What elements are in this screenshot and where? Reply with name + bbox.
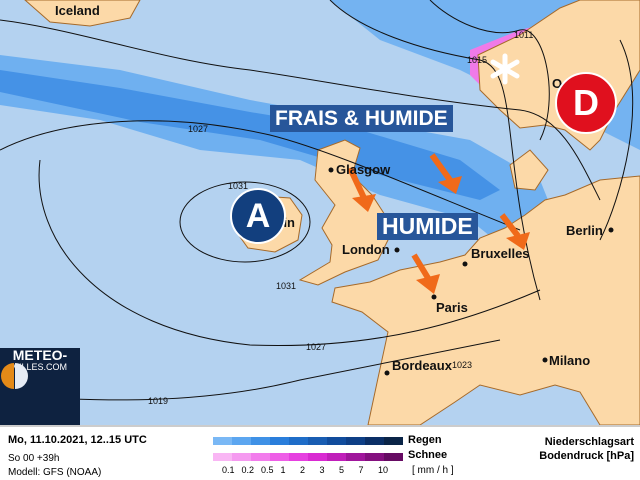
label-oslo: O [552, 76, 563, 91]
scale-tick: 2 [300, 465, 306, 475]
rain-label: Regen [408, 434, 442, 446]
color-swatch [213, 437, 232, 445]
weather-map: Iceland Glasgow Dublin London Bruxelles … [0, 0, 640, 425]
city-dots [328, 167, 614, 376]
forecast-date: Mo, 11.10.2021, 12..15 UTC [8, 434, 147, 446]
map-layer [0, 0, 640, 425]
label-berlin: Berlin [566, 223, 603, 238]
label-paris: Paris [436, 300, 468, 315]
scale-tick: 0.5 [261, 465, 274, 475]
isobar-label: 1011 [514, 30, 534, 40]
color-swatch [232, 437, 251, 445]
forecast-run: So 00 +39h [8, 453, 60, 464]
color-swatch [327, 453, 346, 461]
color-swatch [308, 453, 327, 461]
low-pressure-marker: D [555, 72, 617, 134]
legend: Mo, 11.10.2021, 12..15 UTC So 00 +39h Mo… [0, 425, 640, 480]
isobar-label: 1027 [188, 124, 209, 134]
forecast-model: Modell: GFS (NOAA) [8, 467, 102, 478]
logo-icon [1, 363, 28, 389]
label-london: London [342, 242, 390, 257]
color-swatch [251, 453, 270, 461]
logo[interactable]: METEO- VILLES.COM [0, 348, 80, 425]
color-swatch [251, 437, 270, 445]
snow-label: Schnee [408, 449, 448, 461]
isobar-label: 1031 [228, 181, 249, 191]
color-swatch [365, 453, 384, 461]
land-iceland [24, 0, 141, 27]
logo-subtext: VILLES.COM [12, 362, 68, 372]
color-swatch [365, 437, 384, 445]
color-swatch [327, 437, 346, 445]
label-bordeaux: Bordeaux [392, 358, 452, 373]
scale-tick: 5 [339, 465, 345, 475]
isobar-label: 1023 [452, 360, 473, 370]
isobars [0, 0, 634, 401]
isobar-label: 1015 [467, 55, 488, 65]
scale-tick: 0.1 [222, 465, 235, 475]
color-swatch [308, 437, 327, 445]
banner-frais-humide: FRAIS & HUMIDE [270, 105, 453, 132]
precip-core [0, 70, 500, 200]
color-swatch [289, 453, 308, 461]
scale-tick: 1 [280, 465, 286, 475]
isobar-label: 1019 [148, 396, 169, 406]
snow-color-scale [213, 453, 403, 461]
legend-title-pressure: Bodendruck [hPa] [539, 450, 634, 462]
label-bruxelles: Bruxelles [471, 246, 530, 261]
color-swatch [270, 453, 289, 461]
logo-text: METEO- [12, 347, 68, 363]
color-swatch [232, 453, 251, 461]
scale-tick: 10 [378, 465, 389, 475]
isobar-label: 1027 [306, 342, 327, 352]
scale-tick: 3 [319, 465, 325, 475]
color-swatch [289, 437, 308, 445]
label-glasgow: Glasgow [336, 162, 391, 177]
color-swatch [213, 453, 232, 461]
color-swatch [346, 437, 365, 445]
legend-title-precip: Niederschlagsart [544, 436, 634, 448]
color-swatch [384, 453, 403, 461]
isobar-label: 1031 [276, 281, 297, 291]
color-swatch [346, 453, 365, 461]
label-milano: Milano [549, 353, 591, 368]
scale-tick: 7 [358, 465, 364, 475]
arrow-icon [347, 153, 530, 294]
scale-tick: 0.2 [241, 465, 255, 475]
snowflake-icon [490, 53, 520, 85]
rain-color-scale [213, 437, 403, 445]
color-swatch [384, 437, 403, 445]
land-denmark [509, 149, 549, 191]
unit-label: [ mm / h ] [412, 465, 454, 476]
color-swatch [270, 437, 289, 445]
banner-humide: HUMIDE [377, 213, 478, 240]
land-britain [298, 139, 389, 286]
high-pressure-marker: A [230, 188, 286, 244]
land-continent [331, 175, 640, 425]
label-iceland: Iceland [55, 3, 100, 18]
